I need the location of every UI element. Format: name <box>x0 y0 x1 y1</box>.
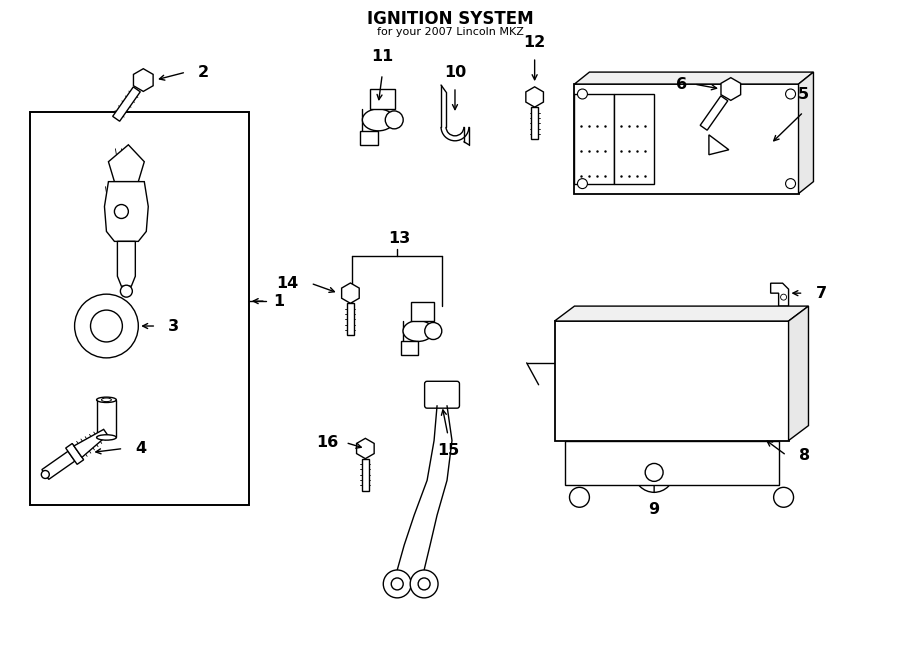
Text: 8: 8 <box>798 448 810 463</box>
Polygon shape <box>42 451 75 479</box>
Circle shape <box>385 111 403 129</box>
Circle shape <box>91 310 122 342</box>
Bar <box>554 321 788 440</box>
Text: 5: 5 <box>798 87 809 102</box>
Ellipse shape <box>96 397 116 403</box>
Polygon shape <box>554 306 808 321</box>
Circle shape <box>570 487 590 507</box>
Circle shape <box>786 89 796 99</box>
Text: 4: 4 <box>135 441 147 456</box>
FancyBboxPatch shape <box>425 381 460 408</box>
Text: 12: 12 <box>524 35 545 50</box>
Circle shape <box>41 471 50 479</box>
Bar <box>401 341 419 355</box>
Polygon shape <box>66 444 84 465</box>
Circle shape <box>425 323 442 340</box>
Polygon shape <box>74 430 108 457</box>
Bar <box>30 112 248 505</box>
Circle shape <box>774 487 794 507</box>
Polygon shape <box>700 96 728 130</box>
Bar <box>574 94 615 184</box>
Text: 6: 6 <box>676 77 687 91</box>
Circle shape <box>578 89 588 99</box>
Polygon shape <box>104 182 148 241</box>
Polygon shape <box>356 438 374 459</box>
Text: 9: 9 <box>649 502 660 518</box>
Bar <box>564 440 778 485</box>
Bar <box>410 301 434 321</box>
Text: 14: 14 <box>276 276 299 291</box>
Text: for your 2007 Lincoln MKZ: for your 2007 Lincoln MKZ <box>376 27 524 37</box>
Polygon shape <box>346 303 355 336</box>
Polygon shape <box>342 283 359 303</box>
Polygon shape <box>531 107 538 139</box>
Text: 3: 3 <box>168 319 179 334</box>
Text: 2: 2 <box>198 65 209 79</box>
Polygon shape <box>108 145 144 182</box>
Polygon shape <box>788 306 808 440</box>
Circle shape <box>634 453 674 492</box>
Circle shape <box>578 178 588 188</box>
Text: IGNITION SYSTEM: IGNITION SYSTEM <box>366 11 534 28</box>
Text: 11: 11 <box>371 49 393 64</box>
Polygon shape <box>526 87 544 107</box>
Text: 16: 16 <box>316 435 338 450</box>
Circle shape <box>121 285 132 297</box>
Bar <box>370 89 395 109</box>
Polygon shape <box>574 72 814 84</box>
Circle shape <box>383 570 411 598</box>
Circle shape <box>645 463 663 481</box>
Polygon shape <box>709 135 729 155</box>
Text: 7: 7 <box>815 286 826 301</box>
Polygon shape <box>770 283 788 306</box>
Ellipse shape <box>96 435 116 440</box>
Bar <box>360 131 378 145</box>
Polygon shape <box>721 77 741 100</box>
Polygon shape <box>112 87 140 121</box>
Bar <box>96 400 116 438</box>
Text: 1: 1 <box>273 293 284 309</box>
Circle shape <box>114 204 129 219</box>
Polygon shape <box>362 459 369 491</box>
Circle shape <box>786 178 796 188</box>
Circle shape <box>75 294 139 358</box>
Ellipse shape <box>363 109 394 131</box>
Polygon shape <box>117 241 135 286</box>
Circle shape <box>418 578 430 590</box>
Bar <box>615 94 654 184</box>
Ellipse shape <box>102 398 112 402</box>
Text: 10: 10 <box>444 65 466 80</box>
Text: 13: 13 <box>388 231 410 247</box>
Text: 15: 15 <box>436 442 459 457</box>
Ellipse shape <box>403 321 433 341</box>
Polygon shape <box>133 69 153 91</box>
Polygon shape <box>798 72 814 194</box>
Bar <box>574 84 798 194</box>
Circle shape <box>392 578 403 590</box>
Circle shape <box>780 294 787 300</box>
Circle shape <box>410 570 438 598</box>
